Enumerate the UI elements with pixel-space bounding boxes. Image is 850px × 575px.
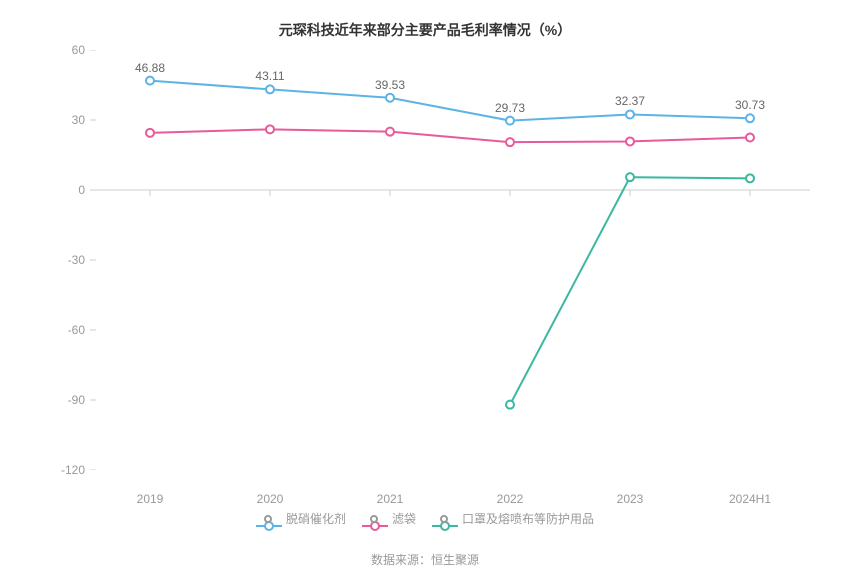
x-tick-label: 2020 xyxy=(257,492,284,506)
series-marker xyxy=(386,94,394,102)
y-tick-label: 0 xyxy=(45,183,85,197)
y-tick-label: 60 xyxy=(45,43,85,57)
y-tick-label: 30 xyxy=(45,113,85,127)
x-tick-label: 2022 xyxy=(497,492,524,506)
series-line xyxy=(150,81,750,121)
source-text: 数据来源：恒生聚源 xyxy=(30,551,820,568)
data-point-label: 46.88 xyxy=(135,61,165,75)
plot-area: 60300-30-60-90-120 201920202021202220232… xyxy=(90,50,810,470)
series-marker xyxy=(746,134,754,142)
series-line xyxy=(510,177,750,405)
chart-svg xyxy=(90,50,810,470)
data-point-label: 29.73 xyxy=(495,101,525,115)
chart-container: 元琛科技近年来部分主要产品毛利率情况（%） 60300-30-60-90-120… xyxy=(0,0,850,575)
data-point-label: 43.11 xyxy=(255,69,284,83)
series-marker xyxy=(746,114,754,122)
series-marker xyxy=(506,138,514,146)
series-line xyxy=(150,129,750,142)
y-tick-label: -30 xyxy=(45,253,85,267)
data-point-label: 32.37 xyxy=(615,94,645,108)
series-marker xyxy=(146,129,154,137)
legend-item[interactable]: 脱硝催化剂 xyxy=(256,510,346,527)
series-marker xyxy=(626,173,634,181)
series-marker xyxy=(146,77,154,85)
legend-item[interactable]: 口罩及熔喷布等防护用品 xyxy=(432,510,594,527)
series-marker xyxy=(506,401,514,409)
y-axis: 60300-30-60-90-120 xyxy=(45,50,85,470)
series-marker xyxy=(266,125,274,133)
series-marker xyxy=(506,117,514,125)
legend-label: 滤袋 xyxy=(392,510,416,527)
series-marker xyxy=(746,174,754,182)
chart-title: 元琛科技近年来部分主要产品毛利率情况（%） xyxy=(30,20,820,40)
x-tick-label: 2021 xyxy=(377,492,404,506)
series-marker xyxy=(626,110,634,118)
x-tick-label: 2023 xyxy=(617,492,644,506)
legend-item[interactable]: 滤袋 xyxy=(362,510,416,527)
legend: 脱硝催化剂 滤袋 口罩及熔喷布等防护用品 xyxy=(30,510,820,533)
y-tick-label: -60 xyxy=(45,323,85,337)
series-marker xyxy=(626,137,634,145)
series-marker xyxy=(266,85,274,93)
data-point-label: 39.53 xyxy=(375,78,405,92)
y-tick-label: -120 xyxy=(45,463,85,477)
series-marker xyxy=(386,128,394,136)
x-tick-label: 2019 xyxy=(137,492,164,506)
legend-label: 口罩及熔喷布等防护用品 xyxy=(462,510,594,527)
legend-label: 脱硝催化剂 xyxy=(286,510,346,527)
data-point-label: 30.73 xyxy=(735,98,765,112)
y-tick-label: -90 xyxy=(45,393,85,407)
x-tick-label: 2024H1 xyxy=(729,492,771,506)
